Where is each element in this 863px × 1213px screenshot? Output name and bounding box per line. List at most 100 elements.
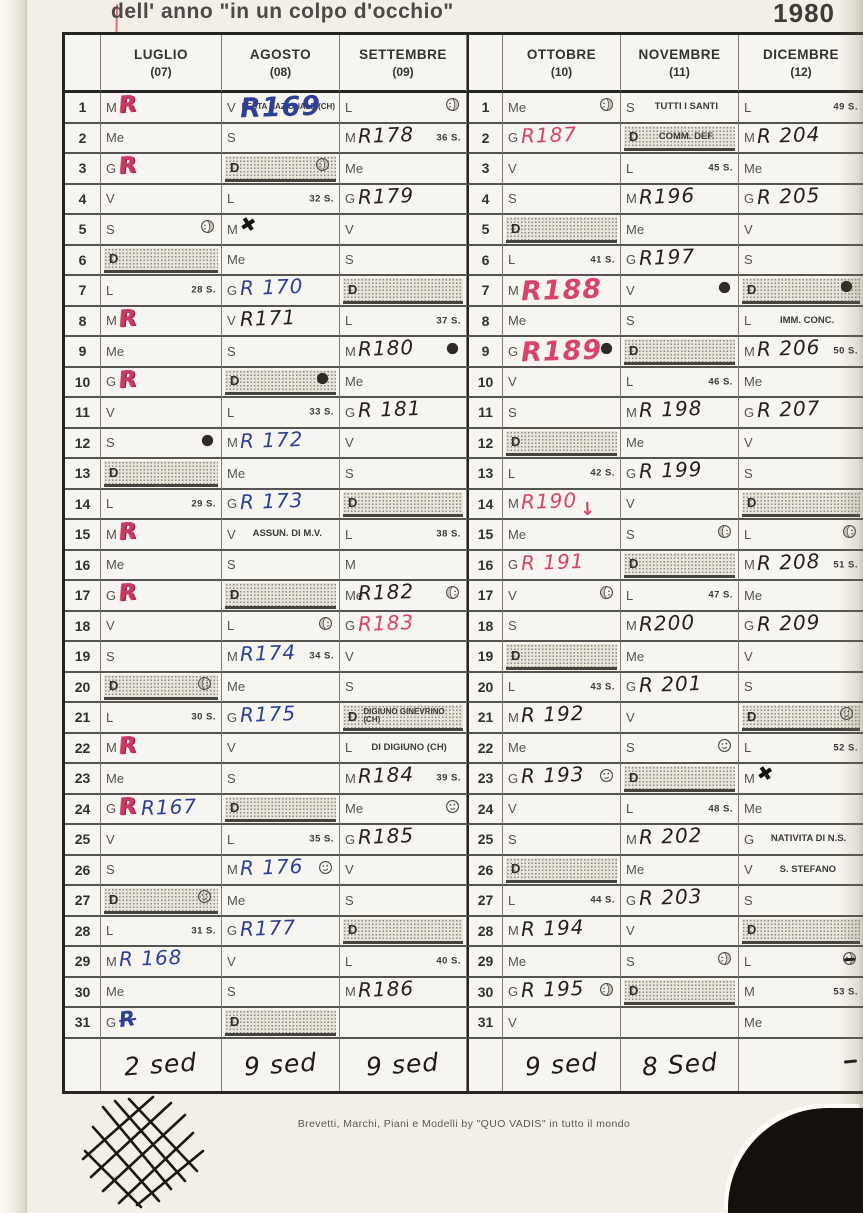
day-letter: L — [508, 252, 516, 268]
day-letter: M — [744, 984, 755, 1000]
row-number: 31 — [467, 1008, 503, 1039]
day-letter: D — [230, 1013, 240, 1029]
day-cell: D — [340, 489, 467, 520]
day-cell: L — [222, 611, 340, 642]
month-total-cell: 9 sed — [503, 1038, 621, 1091]
row-number: 7 — [65, 276, 101, 307]
row-number: 31 — [65, 1008, 101, 1039]
handwritten-note: R190 — [520, 487, 578, 514]
month-total-cell: 9 sed — [222, 1038, 340, 1091]
day-letter: D — [230, 159, 240, 175]
sunday-shading: D — [104, 247, 218, 273]
calendar-row: 18 V L G R183 18 S M R200 G R 209 — [65, 609, 863, 642]
day-letter: D — [348, 281, 358, 297]
day-letter: G — [345, 191, 356, 207]
calendar-row: 8 M R V R171 L 37 S. 8 Me S L IMM. CONC. — [65, 305, 863, 337]
day-cell: V ASSUN. DI M.V. — [222, 520, 340, 551]
day-cell: S — [340, 886, 467, 917]
header-corner-cell — [65, 35, 101, 93]
calendar-row: 11 V L 33 S. G R 181 11 S M R 198 G R 207 — [65, 396, 863, 429]
day-cell: D — [621, 337, 739, 368]
day-letter: M — [345, 984, 356, 1000]
handwritten-annotations: R 202 — [638, 822, 703, 850]
day-cell: S — [621, 306, 739, 337]
handwritten-annotations: R196 — [639, 183, 696, 209]
handwritten-annotations: R187 — [521, 122, 578, 148]
month-total-cell: 9 sed — [340, 1038, 467, 1091]
row-number: 11 — [467, 398, 503, 429]
moon-new-icon — [840, 281, 853, 293]
week-number: 31 S. — [191, 925, 216, 937]
day-letter: D — [109, 251, 119, 267]
day-letter: S — [106, 435, 115, 451]
day-cell: V — [222, 733, 340, 764]
sunday-shading: D — [506, 217, 617, 243]
sunday-shading: D — [343, 491, 463, 517]
calendar-row: 20 D Me S 20 L 43 S. G R 201 S — [65, 670, 863, 703]
day-letter: G — [744, 404, 755, 420]
moon-new-icon — [718, 282, 731, 294]
day-cell: L 29 S. — [101, 489, 222, 520]
day-letter: L — [106, 923, 114, 939]
day-cell: V — [101, 398, 222, 429]
day-cell: L 41 S. — [503, 245, 621, 276]
month-number: (12) — [790, 64, 812, 79]
day-letter: D — [747, 708, 757, 724]
handwritten-annotations: R184 — [358, 762, 415, 788]
day-cell: Me — [101, 550, 222, 581]
moon-last-icon — [600, 982, 613, 996]
day-letter: V — [744, 435, 753, 451]
row-number: 24 — [65, 794, 101, 825]
calendar-row: 3 G R D Me 3 V L 45 S. Me — [65, 152, 863, 185]
handwritten-note: R 168 — [118, 944, 183, 972]
day-cell: S — [739, 672, 863, 703]
day-letter: Me — [508, 313, 527, 329]
handwritten-annotations: R 203 — [639, 884, 703, 910]
day-cell: M R186 — [340, 976, 467, 1008]
row-number: 13 — [65, 459, 101, 490]
day-letter: G — [106, 801, 117, 817]
day-letter: Me — [508, 526, 527, 542]
moon-first-icon — [843, 525, 856, 539]
day-cell: S — [621, 520, 739, 551]
row-number: 6 — [467, 245, 503, 276]
day-letter: V — [626, 709, 635, 725]
month-number: (08) — [269, 64, 292, 79]
sunday-shading: D — [225, 1010, 336, 1036]
day-letter: Me — [744, 1014, 763, 1030]
day-cell: M — [340, 550, 467, 581]
day-cell: V — [340, 428, 467, 459]
day-letter: Me — [106, 130, 125, 146]
day-cell: L 52 S. — [739, 733, 863, 764]
holiday-label: DIGIUNO GINEVRINO (CH) — [363, 706, 445, 725]
row-number: 5 — [65, 215, 101, 246]
moon-first-icon — [600, 586, 613, 600]
day-letter: G — [626, 679, 637, 695]
handwritten-annotations: R190 ↓ — [520, 487, 597, 520]
month-header: OTTOBRE (10) — [503, 35, 621, 93]
day-letter: M — [744, 130, 755, 146]
day-cell: S — [222, 337, 340, 368]
day-cell: S — [739, 459, 863, 490]
day-letter: S — [626, 953, 635, 969]
day-cell: L 44 S. — [503, 886, 621, 917]
day-cell: Me — [503, 947, 621, 978]
month-header: NOVEMBRE (11) — [621, 35, 739, 93]
day-letter: D — [747, 281, 757, 297]
handwritten-note: R 202 — [638, 822, 703, 850]
sunday-shading: D — [506, 430, 617, 456]
sunday-shading: D — [742, 491, 860, 517]
day-cell: D — [340, 276, 467, 307]
handwritten-note: R 172 — [239, 426, 304, 453]
day-cell: V — [621, 916, 739, 947]
day-cell: Me — [739, 154, 863, 185]
handwritten-annotations: R174 — [240, 640, 297, 666]
day-cell: D — [222, 154, 340, 185]
handwritten-annotations: R 207 — [757, 396, 821, 422]
row-number: 30 — [65, 977, 101, 1008]
day-letter: Me — [744, 160, 763, 176]
